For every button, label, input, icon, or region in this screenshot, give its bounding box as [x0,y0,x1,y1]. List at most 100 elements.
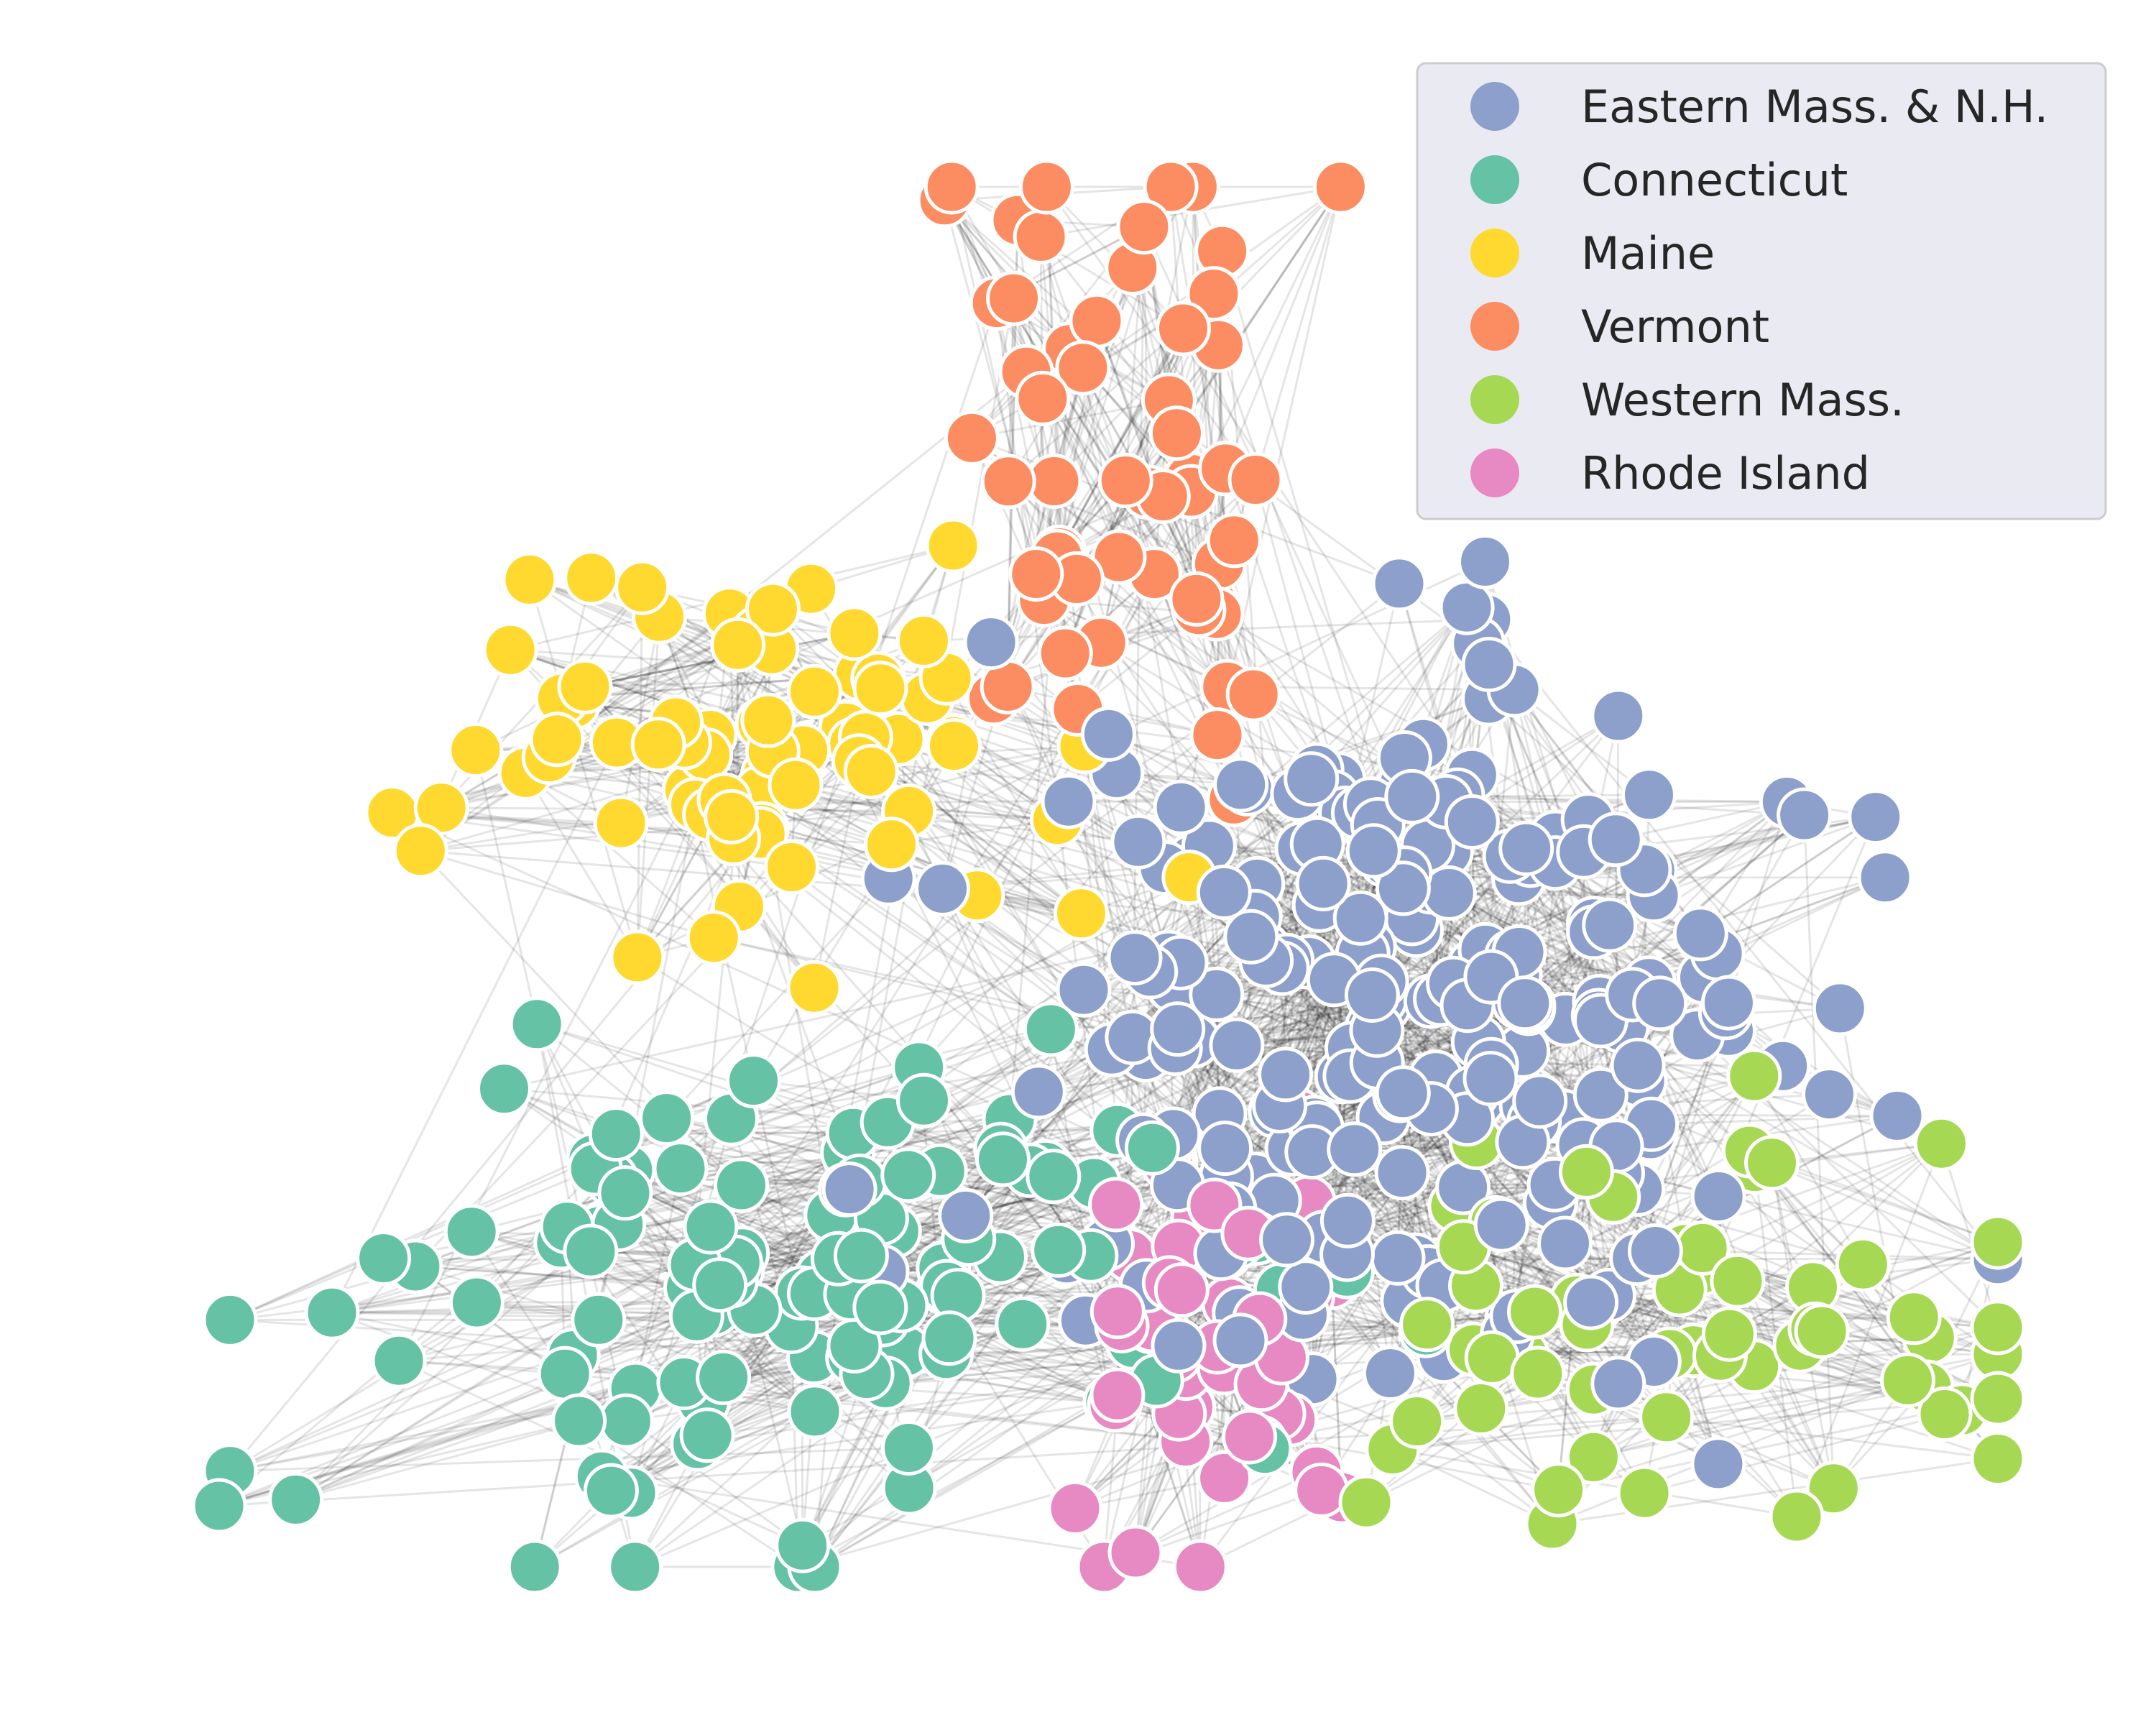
graph-node-maine [826,605,883,661]
graph-edge [1736,1280,1835,1489]
graph-node-eastern-mass [1344,967,1400,1023]
graph-node-vermont [1227,452,1284,507]
graph-node-eastern-mass [1153,779,1209,835]
graph-edge [1455,1205,1945,1415]
graph-node-eastern-mass [1497,975,1553,1031]
graph-edge [1069,349,1219,736]
graph-node-eastern-mass [1462,1051,1519,1106]
graph-node-maine [609,929,665,985]
graph-node-maine [529,712,585,768]
graph-edge [229,828,763,1472]
graph-node-western-mass [1970,1371,2026,1427]
graph-edge [1240,697,1489,786]
graph-node-connecticut [268,1471,324,1527]
graph-edge [598,1318,909,1449]
graph-edge [1076,186,1342,580]
legend-label-eastern-mass: Eastern Mass. & N.H. [1581,80,2048,133]
graph-edge [1593,1379,1908,1458]
graph-edge [885,1341,1133,1384]
graph-node-western-mass [1531,1462,1587,1518]
graph-edge [504,1087,888,1123]
graph-node-vermont [1143,159,1199,215]
graph-node-eastern-mass [1345,823,1401,879]
graph-node-maine [557,658,613,714]
legend-entry-maine: Maine [1470,227,1715,280]
legend-label-rhode-island: Rhode Island [1581,447,1870,500]
graph-node-western-mass [1389,1394,1445,1449]
graph-node-eastern-mass [1223,908,1279,965]
graph-node-western-mass [1565,1429,1621,1485]
graph-node-maine [864,816,919,873]
graph-edge [1644,816,1876,871]
graph-edge [1013,298,1120,558]
graph-edge [528,579,639,958]
graph-node-eastern-mass [1371,556,1427,612]
graph-node-eastern-mass [1278,1259,1334,1315]
graph-edge [722,1047,1353,1379]
graph-edge [1651,1114,1898,1126]
graph-node-connecticut [1124,1120,1180,1176]
graph-node-western-mass [1464,1330,1520,1386]
graph-node-connecticut [896,1072,952,1128]
graph-node-connecticut [995,1296,1051,1352]
graph-node-eastern-mass [1151,1317,1207,1374]
graph-edge [399,1359,1111,1404]
graph-node-western-mass [1880,1352,1935,1408]
graph-node-vermont [1156,300,1211,356]
graph-node-eastern-mass [1107,930,1163,986]
graph-node-western-mass [1726,1048,1782,1104]
graph-node-eastern-mass [1209,1017,1265,1073]
graph-edge [943,200,1200,611]
graph-node-maine [392,823,448,879]
graph-node-connecticut [607,1539,663,1595]
graph-node-western-mass [1338,1474,1394,1530]
graph-node-vermont [1037,625,1093,681]
graph-node-eastern-mass [1080,706,1136,762]
graph-edge [536,1023,1054,1178]
graph-node-vermont [1312,159,1368,215]
graph-edge [1398,583,1459,796]
graph-node-eastern-mass [1384,768,1440,824]
graph-node-connecticut [571,1292,627,1348]
graph-edge [590,576,1503,1226]
graph-node-eastern-mass [1812,980,1868,1036]
legend-marker-connecticut [1470,155,1519,204]
graph-node-connecticut [371,1333,427,1389]
graph-edge [741,1118,1010,1187]
graph-node-connecticut [598,1393,654,1449]
graph-edge [636,617,660,957]
graph-edge [1216,186,1342,735]
graph-node-connecticut [448,1274,505,1330]
graph-node-eastern-mass [1150,1001,1206,1057]
graph-node-connecticut [653,1141,709,1197]
legend-entry-eastern-mass: Eastern Mass. & N.H. [1470,80,2048,133]
graph-node-eastern-mass [1375,1065,1431,1121]
graph-node-eastern-mass [1563,1274,1619,1330]
graph-node-eastern-mass [1537,1215,1593,1271]
legend-marker-eastern-mass [1470,82,1519,131]
graph-node-connecticut [975,1131,1031,1187]
graph-node-maine [710,617,766,673]
graph-edge [229,1381,685,1473]
graph-edge [634,1168,682,1389]
graph-node-connecticut [304,1284,360,1340]
graph-edge [814,1342,1134,1568]
graph-node-connecticut [563,1223,619,1279]
graph-node-connecticut [476,1061,532,1117]
legend-box [1416,62,2107,520]
graph-edge [908,1249,1059,1449]
graph-node-eastern-mass [1610,1037,1666,1093]
graph-node-eastern-mass [1590,688,1646,744]
graph-node-eastern-mass [1332,890,1388,946]
graph-node-connecticut [1031,1222,1087,1278]
graph-edge [1246,788,1352,1077]
graph-node-eastern-mass [1498,820,1554,876]
graph-node-maine [614,559,671,615]
graph-node-connecticut [507,1539,563,1595]
graph-edge [524,772,639,958]
graph-node-eastern-mass [1110,814,1166,870]
graph-node-eastern-mass [1621,767,1677,823]
graph-node-connecticut [191,1478,247,1534]
graph-node-maine [704,788,760,845]
legend-entry-connecticut: Connecticut [1470,154,1848,206]
